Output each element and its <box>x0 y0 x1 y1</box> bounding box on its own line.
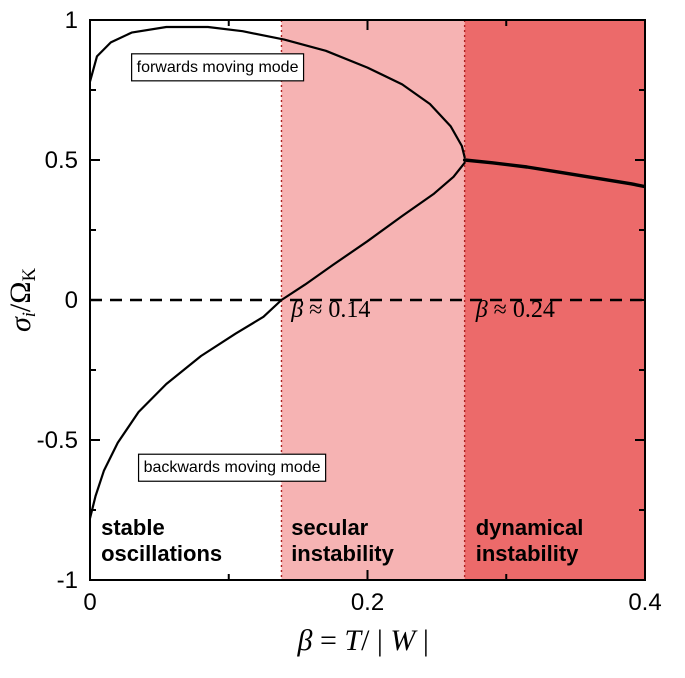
svg-text:β ≈ 0.14: β ≈ 0.14 <box>290 297 370 323</box>
svg-text:β ≈ 0.24: β ≈ 0.24 <box>475 297 555 323</box>
svg-text:oscillations: oscillations <box>101 541 222 566</box>
svg-text:0: 0 <box>83 589 96 616</box>
svg-text:σi/ΩK: σi/ΩK <box>4 267 40 332</box>
svg-text:dynamical: dynamical <box>476 515 584 540</box>
svg-text:0.2: 0.2 <box>351 589 384 616</box>
svg-text:-0.5: -0.5 <box>37 427 78 454</box>
svg-text:instability: instability <box>476 541 579 566</box>
svg-text:0: 0 <box>65 287 78 314</box>
svg-text:forwards moving mode: forwards moving mode <box>137 59 299 76</box>
svg-text:secular: secular <box>291 515 368 540</box>
svg-text:-1: -1 <box>57 567 78 594</box>
svg-text:backwards moving mode: backwards moving mode <box>144 459 321 476</box>
stability-chart: 0 0.2 0.4 -1 -0.5 0 0.5 1 β = T/ | W | σi/ΩK stabl… <box>0 0 685 678</box>
svg-text:0.4: 0.4 <box>628 589 661 616</box>
svg-text:instability: instability <box>291 541 394 566</box>
svg-text:0.5: 0.5 <box>45 147 78 174</box>
svg-text:1: 1 <box>65 7 78 34</box>
svg-text:stable: stable <box>101 515 165 540</box>
svg-text:β = T/ | W |: β = T/ | W | <box>297 624 429 657</box>
